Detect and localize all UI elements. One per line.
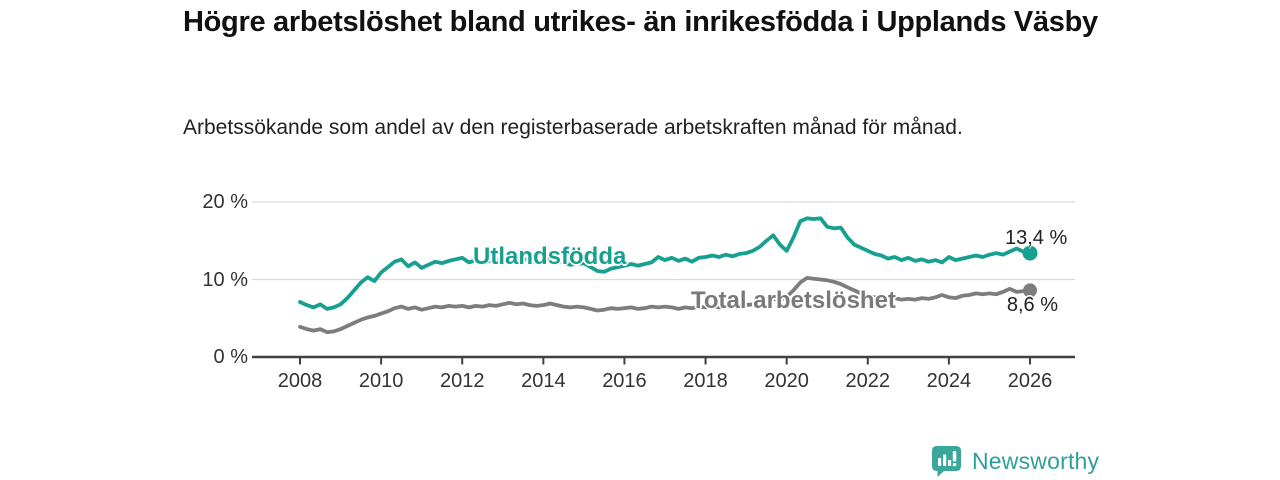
end-value-label-total: 8,6 %: [1006, 294, 1058, 316]
series-end-dot-0: [1022, 245, 1038, 261]
x-tick-label: 2018: [683, 370, 728, 392]
y-tick-label: 10 %: [202, 268, 248, 291]
series-line-1: [298, 275, 1032, 335]
series-label-total-arbetsloshet: Total arbetslöshet: [691, 287, 896, 314]
x-tick-label: 2008: [277, 370, 323, 392]
newsworthy-logo[interactable]: Newsworthy: [929, 444, 1099, 478]
x-tick-label: 2024: [926, 370, 972, 392]
series-line-0: [298, 216, 1032, 311]
x-tick-label: 2016: [602, 370, 647, 392]
newsworthy-bubble-chart-icon: [932, 446, 961, 477]
series-end-dot-1: [1023, 283, 1037, 298]
page-title: Högre arbetslöshet bland utrikes- än inr…: [183, 6, 1098, 38]
series-label-utlandsfodda: Utlandsfödda: [473, 243, 627, 270]
x-tick-label: 2026: [1007, 370, 1053, 392]
x-tick-label: 2022: [845, 370, 891, 392]
y-tick-label: 0 %: [213, 346, 248, 368]
x-tick-label: 2014: [521, 370, 566, 392]
x-tick-label: 2012: [439, 370, 485, 392]
y-tick-label: 20 %: [202, 191, 248, 213]
x-tick-label: 2020: [764, 370, 809, 392]
end-value-label-utlandsfodda: 13,4 %: [1005, 227, 1068, 249]
x-tick-label: 2010: [358, 370, 404, 392]
chart-subtitle: Arbetssökande som andel av den registerb…: [183, 116, 963, 139]
brand-name: Newsworthy: [972, 447, 1100, 474]
